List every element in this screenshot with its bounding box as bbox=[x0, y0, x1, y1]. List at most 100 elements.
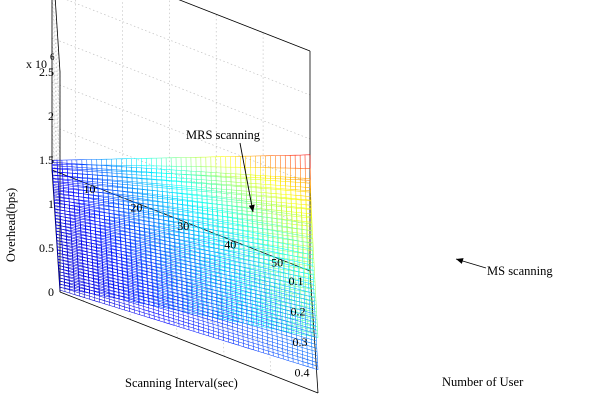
mesh-line bbox=[110, 229, 116, 231]
mesh-line bbox=[262, 319, 269, 322]
mesh-line bbox=[262, 305, 268, 307]
mesh-line bbox=[71, 242, 77, 245]
mesh-line bbox=[282, 344, 288, 347]
mesh-line bbox=[63, 260, 69, 262]
mesh-line bbox=[276, 301, 282, 303]
mesh-line bbox=[228, 313, 234, 315]
mesh-line bbox=[72, 258, 78, 261]
mesh-line bbox=[212, 211, 218, 213]
mesh-line bbox=[230, 261, 236, 263]
mesh-line bbox=[104, 297, 110, 300]
mesh-line bbox=[72, 252, 78, 254]
mesh-line bbox=[88, 187, 94, 189]
mesh-line bbox=[143, 199, 149, 201]
mesh-line bbox=[248, 348, 254, 351]
mesh-line bbox=[182, 196, 188, 198]
mesh-line bbox=[58, 274, 65, 277]
mesh-line bbox=[202, 284, 208, 286]
mesh-line bbox=[69, 282, 75, 285]
mesh-line bbox=[188, 323, 194, 326]
mesh-line bbox=[222, 319, 228, 322]
mesh-line bbox=[231, 197, 237, 199]
mesh-line bbox=[138, 304, 144, 307]
mesh-line bbox=[233, 343, 239, 346]
mesh-line bbox=[132, 191, 138, 193]
mesh-line bbox=[258, 246, 265, 249]
mesh-line bbox=[148, 301, 154, 304]
mesh-line bbox=[223, 330, 229, 333]
mesh-line bbox=[193, 317, 199, 320]
mesh-line bbox=[197, 315, 203, 318]
mesh-line bbox=[281, 301, 287, 304]
mesh-line bbox=[242, 298, 248, 300]
mesh-line bbox=[282, 348, 288, 351]
mesh-line bbox=[232, 205, 238, 207]
mesh-line bbox=[178, 316, 184, 319]
mesh-line bbox=[188, 305, 194, 307]
mesh-line bbox=[222, 323, 228, 326]
mesh-line bbox=[203, 334, 209, 337]
mesh-line bbox=[251, 282, 257, 284]
mesh-line bbox=[257, 311, 263, 314]
mesh-line bbox=[149, 317, 155, 320]
mesh-line bbox=[226, 288, 232, 291]
mesh-line bbox=[188, 316, 194, 319]
mesh-line bbox=[142, 185, 148, 187]
mesh-line bbox=[158, 307, 164, 310]
mesh-line bbox=[275, 275, 281, 277]
mesh-line bbox=[192, 282, 198, 285]
mesh-line bbox=[264, 251, 270, 253]
mesh-line bbox=[308, 261, 315, 263]
mesh-line bbox=[113, 193, 119, 195]
mesh-line bbox=[222, 326, 228, 329]
mesh-line bbox=[123, 197, 129, 199]
mesh-line bbox=[69, 211, 75, 213]
mesh-line bbox=[84, 291, 90, 294]
mesh-line bbox=[311, 310, 317, 313]
mesh-line bbox=[237, 331, 243, 334]
mesh-line bbox=[81, 234, 87, 237]
mesh-line bbox=[247, 337, 253, 340]
mesh-line bbox=[239, 251, 245, 253]
mesh-line bbox=[94, 211, 100, 213]
mesh-line bbox=[247, 330, 253, 333]
mesh-line bbox=[242, 206, 248, 208]
mesh-line bbox=[272, 334, 278, 337]
mesh-line bbox=[108, 286, 114, 288]
mesh-line bbox=[71, 230, 77, 232]
mesh-line bbox=[226, 300, 232, 303]
mesh-line bbox=[109, 219, 115, 221]
mesh-line bbox=[93, 194, 99, 196]
mesh-line bbox=[206, 271, 212, 273]
mesh-line bbox=[288, 243, 294, 245]
mesh-line bbox=[275, 286, 281, 288]
mesh-line bbox=[113, 287, 119, 290]
mesh-line bbox=[242, 332, 248, 335]
mesh-line bbox=[233, 320, 239, 323]
mesh-line bbox=[295, 293, 301, 295]
mesh-line bbox=[231, 279, 237, 281]
grid-line bbox=[66, 0, 311, 96]
mesh-line bbox=[173, 206, 179, 208]
mesh-line bbox=[123, 194, 129, 196]
mesh-line bbox=[198, 314, 204, 316]
mesh-line bbox=[196, 276, 202, 278]
mesh-line bbox=[222, 301, 228, 304]
mesh-line bbox=[259, 250, 265, 252]
mesh-line bbox=[277, 308, 283, 310]
mesh-line bbox=[245, 277, 251, 280]
mesh-line bbox=[303, 334, 309, 336]
mesh-line bbox=[280, 283, 286, 285]
mesh-line bbox=[235, 276, 242, 278]
mesh-line bbox=[226, 278, 232, 280]
mesh-line bbox=[286, 335, 292, 338]
mesh-line bbox=[250, 275, 256, 277]
mesh-line bbox=[168, 307, 174, 310]
mesh-line bbox=[262, 312, 268, 315]
mesh-line bbox=[83, 196, 89, 198]
mesh-line bbox=[273, 355, 279, 358]
mesh-line bbox=[148, 310, 154, 313]
mesh-line bbox=[249, 256, 255, 259]
mesh-line bbox=[227, 321, 233, 324]
mesh-line bbox=[53, 190, 59, 192]
